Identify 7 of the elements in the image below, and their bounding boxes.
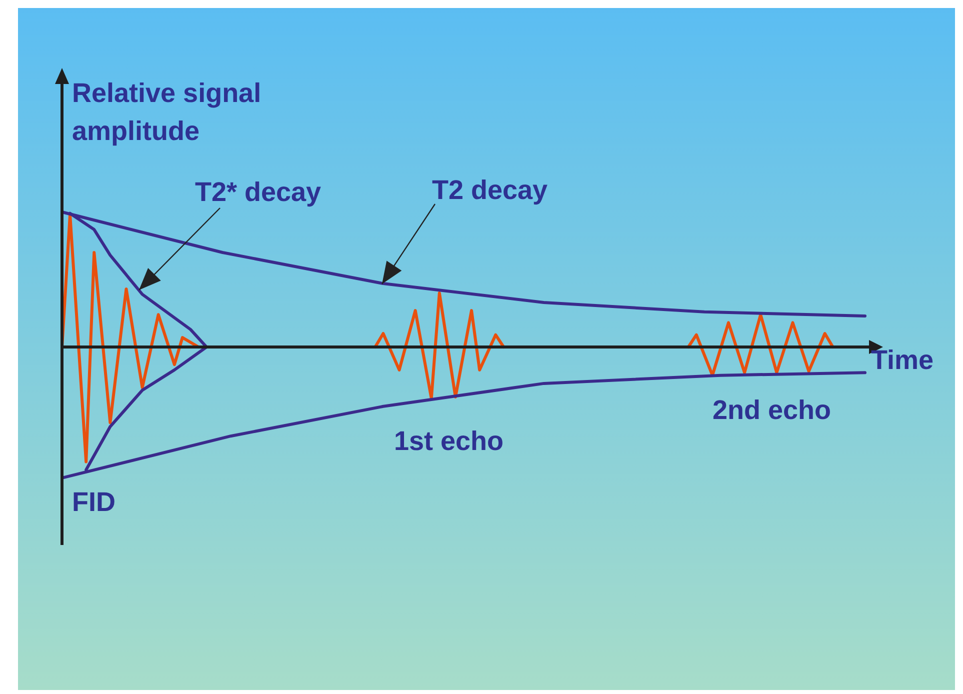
annotation: 2nd echo (712, 394, 832, 427)
annotation: 1st echo (394, 425, 504, 458)
y-axis-title: Relative signal amplitude (72, 77, 262, 148)
text: T2* decay (195, 176, 322, 209)
text: FID (72, 486, 116, 519)
text: T2 decay (432, 174, 548, 207)
x-axis-title: Time (871, 344, 934, 377)
